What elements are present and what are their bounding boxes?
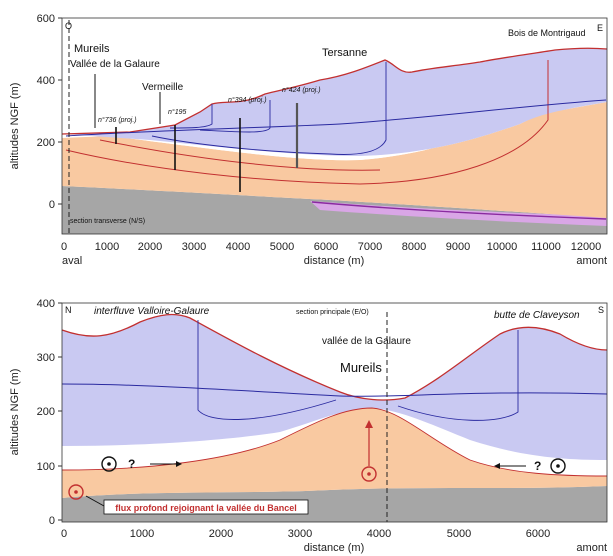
bottom-corner-left: N xyxy=(65,305,72,315)
top-corner-right: E xyxy=(597,23,603,33)
question-left: ? xyxy=(128,457,135,471)
interfluve-label: interfluve Valloire-Galaure xyxy=(94,306,210,317)
bottom-y-tick-label: 300 xyxy=(37,352,55,364)
bottom-y-tick-label: 100 xyxy=(37,461,55,473)
bottom-panel: flux profond rejoignant la vallée du Ban… xyxy=(9,298,607,554)
top-x-tick-label: 4000 xyxy=(226,241,250,253)
top-x-tick-label: 11000 xyxy=(531,241,561,253)
top-corner-left: O xyxy=(65,21,72,31)
top-x-tick-label: 6000 xyxy=(314,241,338,253)
bois-label: Bois de Montrigaud xyxy=(508,28,586,38)
bottom-x-tick-label: 6000 xyxy=(526,528,550,540)
top-y-axis-label: altitudes NGF (m) xyxy=(9,83,21,170)
flux-label: flux profond rejoignant la vallée du Ban… xyxy=(115,503,297,513)
bottom-x-tick-label: 1000 xyxy=(130,528,154,540)
out-of-plane-symbol-right xyxy=(551,459,565,473)
top-x-tick-label: 8000 xyxy=(402,241,426,253)
top-y-ticks: 600 400 200 0 xyxy=(37,13,62,211)
well-195-label: n°195 xyxy=(168,108,186,116)
question-right: ? xyxy=(534,459,541,473)
top-panel: 600 400 200 0 0 1000 2000 3000 4000 5000… xyxy=(9,13,607,267)
top-x-axis-label: distance (m) xyxy=(304,255,365,267)
top-y-tick-label: 400 xyxy=(37,75,55,87)
top-x-ticks: 0 1000 2000 3000 4000 5000 6000 7000 800… xyxy=(61,241,601,253)
bottom-corner-right: S xyxy=(598,305,604,315)
top-x-tick-label: 12000 xyxy=(571,241,602,253)
mureils-label: Mureils xyxy=(74,43,110,55)
top-x-tick-label: 0 xyxy=(61,241,67,253)
well-736-label: n°736 (proj.) xyxy=(98,116,137,124)
vermeille-label: Vermeille xyxy=(142,82,184,93)
well-394-label: n°394 (proj.) xyxy=(228,96,267,104)
bottom-vallee-label: vallée de la Galaure xyxy=(322,336,411,347)
bottom-y-axis-label: altitudes NGF (m) xyxy=(9,369,21,456)
bottom-section-label: section principale (E/O) xyxy=(296,309,369,316)
bottom-x-ticks: 0 1000 2000 3000 4000 5000 6000 xyxy=(61,528,550,540)
top-x-tick-label: 3000 xyxy=(182,241,206,253)
bottom-mureils-label: Mureils xyxy=(340,360,382,375)
bottom-x-tick-label: 3000 xyxy=(288,528,312,540)
bottom-y-ticks: 400 300 200 100 0 xyxy=(37,298,62,527)
top-left-end-label: aval xyxy=(62,255,82,267)
top-right-end-label: amont xyxy=(576,255,607,267)
top-y-tick-label: 600 xyxy=(37,13,55,25)
bottom-x-tick-label: 5000 xyxy=(447,528,471,540)
top-x-tick-label: 10000 xyxy=(487,241,518,253)
bottom-y-tick-label: 200 xyxy=(37,406,55,418)
tersanne-label: Tersanne xyxy=(322,47,367,59)
top-x-tick-label: 9000 xyxy=(446,241,470,253)
bottom-y-tick-label: 400 xyxy=(37,298,55,310)
well-424-label: n°424 (proj.) xyxy=(282,86,321,94)
bottom-x-axis-label: distance (m) xyxy=(304,542,365,554)
bottom-x-tick-label: 2000 xyxy=(209,528,233,540)
vallee-label: Vallée de la Galaure xyxy=(70,59,160,70)
top-y-tick-label: 200 xyxy=(37,137,55,149)
bottom-y-tick-label: 0 xyxy=(49,515,55,527)
top-x-tick-label: 7000 xyxy=(358,241,382,253)
top-y-tick-label: 0 xyxy=(49,199,55,211)
top-section-label: section transverse (N/S) xyxy=(70,218,145,225)
butte-label: butte de Claveyson xyxy=(494,310,580,321)
top-x-tick-label: 1000 xyxy=(95,241,119,253)
top-x-tick-label: 2000 xyxy=(138,241,162,253)
bottom-right-end-label: amont xyxy=(576,542,607,554)
bottom-x-tick-label: 4000 xyxy=(367,528,391,540)
bottom-x-tick-label: 0 xyxy=(61,528,67,540)
top-x-tick-label: 5000 xyxy=(270,241,294,253)
